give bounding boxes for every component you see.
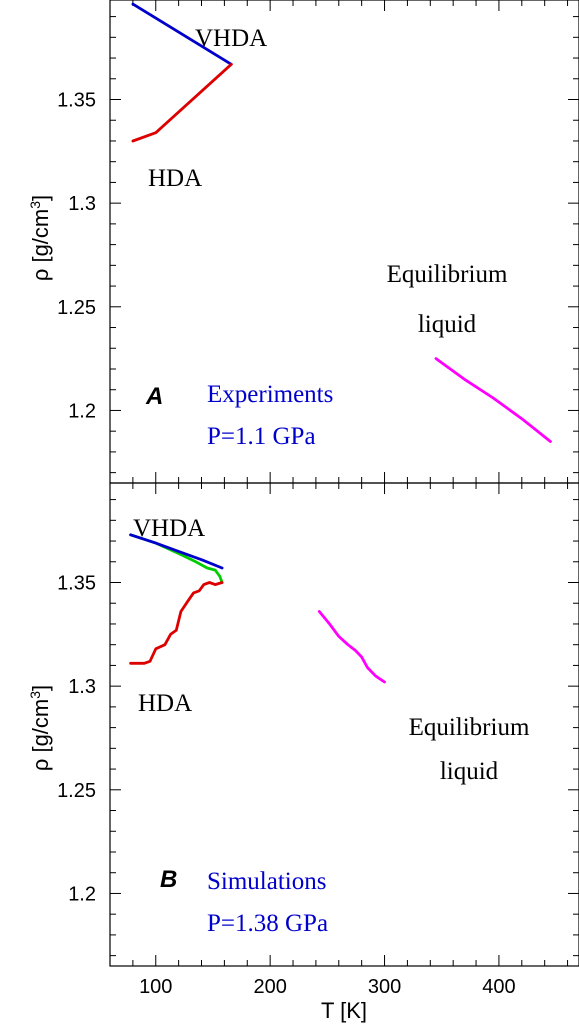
- pressure-label-a: P=1.1 GPa: [207, 423, 316, 450]
- series-line-a-1: [131, 62, 233, 143]
- method-label-a: Experiments: [207, 381, 333, 408]
- series-a: [131, 2, 552, 443]
- series-line-a-0: [131, 2, 233, 66]
- x-tick-label: 100: [139, 976, 172, 998]
- ticks-a: [110, 0, 579, 483]
- panel-a: 1.2 1.25 1.3 1.35 ρ [g/cm3] VHDA HDA Equili…: [27, 0, 579, 484]
- equilibrium-label-b: Equilibrium: [409, 714, 530, 741]
- y-axis-label-b: ρ [g/cm3]: [27, 685, 53, 771]
- x-tick-label: 400: [482, 976, 515, 998]
- x-tick-label: 300: [368, 976, 401, 998]
- plot-frame-b: [109, 482, 579, 967]
- series-line-b-1: [129, 581, 224, 665]
- series-line-b-3: [317, 610, 386, 684]
- y-tick-label: 1.3: [68, 676, 96, 698]
- hda-label-b: HDA: [138, 690, 192, 717]
- vhda-label-b: VHDA: [133, 515, 205, 542]
- panel-letter-a: A: [145, 383, 163, 410]
- x-tick-label: 200: [253, 976, 286, 998]
- liquid-label-a: liquid: [418, 311, 477, 338]
- panel-b: 1.2 1.25 1.3 1.35 100 200 300 400 ρ [g/cm3] T …: [27, 482, 579, 1023]
- series-b: [129, 533, 386, 684]
- y-tick-label: 1.25: [57, 780, 96, 802]
- y-tick-label: 1.25: [57, 297, 96, 319]
- y-tick-label: 1.35: [57, 90, 96, 112]
- y-tick-labels-b: 1.2 1.25 1.3 1.35: [57, 573, 96, 906]
- y-tick-label: 1.3: [68, 193, 96, 215]
- method-label-b: Simulations: [207, 868, 326, 895]
- ticks-b: [110, 483, 579, 966]
- pressure-label-b: P=1.38 GPa: [207, 910, 328, 937]
- equilibrium-label-a: Equilibrium: [387, 261, 508, 288]
- series-line-b-2: [129, 533, 224, 570]
- y-tick-label: 1.35: [57, 573, 96, 595]
- x-axis-label: T [K]: [321, 998, 367, 1023]
- x-tick-labels-b: 100 200 300 400: [139, 976, 516, 998]
- liquid-label-b: liquid: [440, 758, 499, 785]
- y-tick-labels-a: 1.2 1.25 1.3 1.35: [57, 90, 96, 423]
- hda-label-a: HDA: [148, 165, 202, 192]
- y-axis-label-a: ρ [g/cm3]: [27, 195, 53, 281]
- y-tick-label: 1.2: [68, 400, 96, 422]
- series-line-a-2: [434, 357, 552, 443]
- vhda-label-a: VHDA: [195, 25, 267, 52]
- panel-letter-b: B: [160, 866, 177, 893]
- y-tick-label: 1.2: [68, 883, 96, 905]
